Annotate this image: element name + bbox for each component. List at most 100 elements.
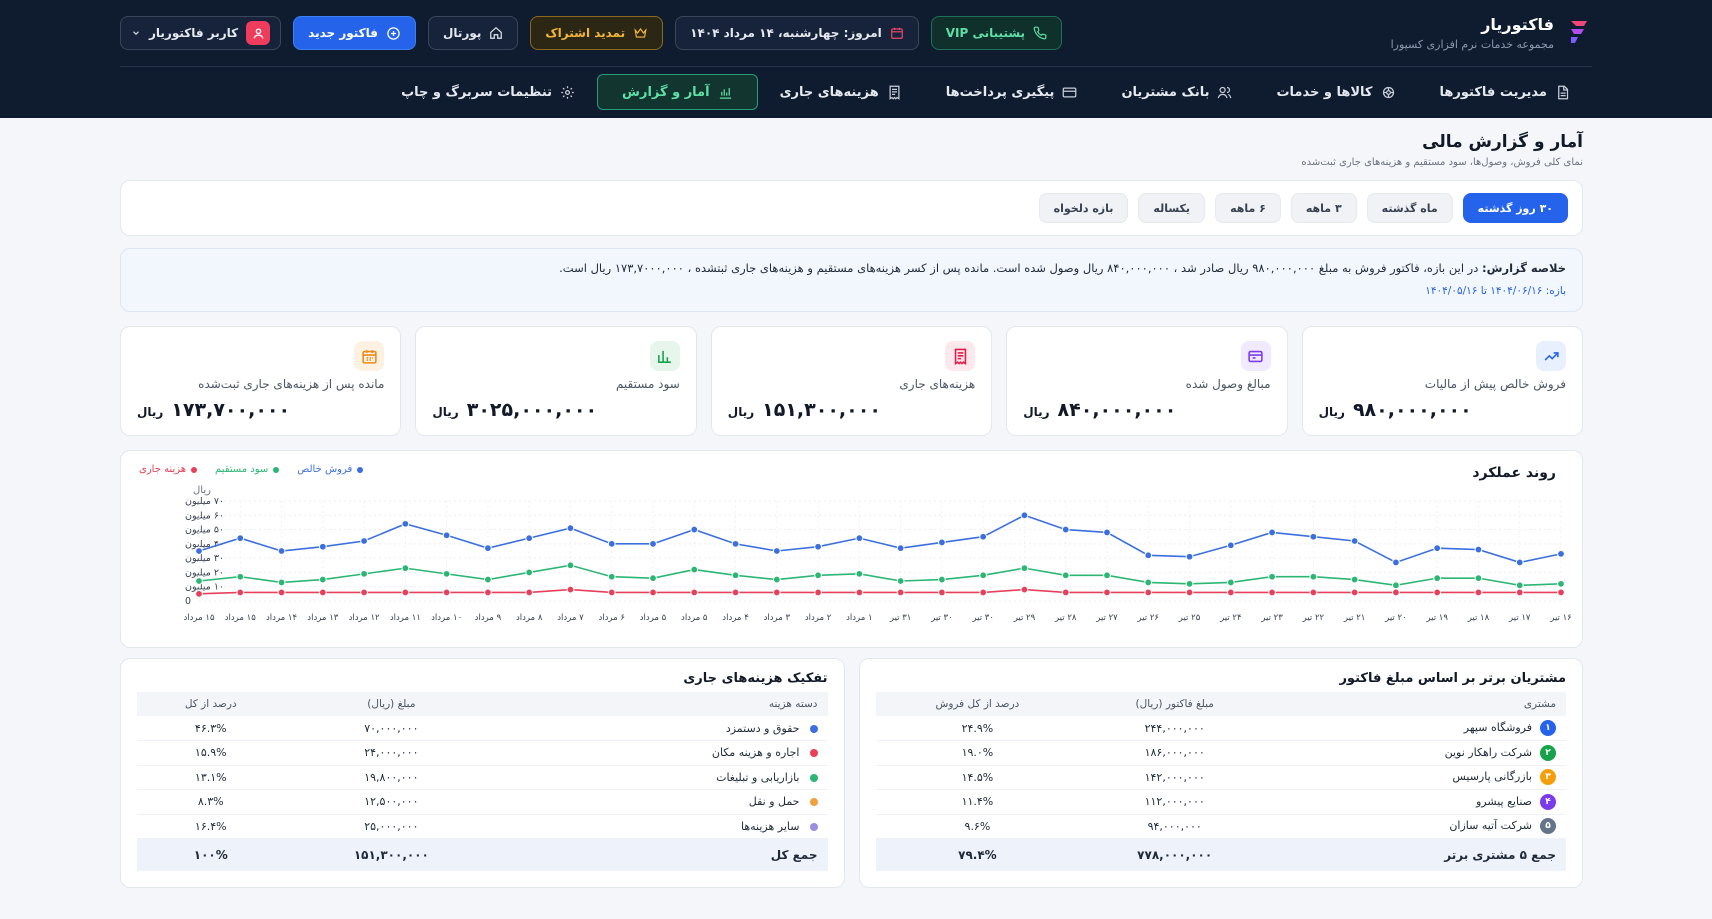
- new-invoice-button[interactable]: فاکتور جدید: [293, 16, 417, 50]
- filter-button-5[interactable]: بازه دلخواه: [1038, 193, 1129, 223]
- nav-item-4[interactable]: هزینه‌های جاری: [758, 74, 924, 110]
- x-tick-label: ۱۵ مرداد: [183, 613, 214, 623]
- table-row[interactable]: اجاره و هزینه مکان ۲۴,۰۰۰,۰۰۰ ۱۵.۹%: [137, 740, 828, 766]
- users-icon: [1218, 86, 1232, 98]
- nav-item-6[interactable]: تنظیمات سربرگ و چاپ: [379, 74, 597, 110]
- crown-icon: [634, 27, 647, 38]
- row-name: حمل و نقل: [748, 795, 800, 809]
- table-row[interactable]: حمل و نقل ۱۲,۵۰۰,۰۰۰ ۸.۳%: [137, 789, 828, 815]
- legend-direct-profit[interactable]: سود مستقیم: [215, 464, 280, 475]
- table-row[interactable]: ۱ فروشگاه سپهر ۲۴۴,۰۰۰,۰۰۰ ۲۴.۹%: [875, 716, 1566, 741]
- table-row[interactable]: سایر هزینه‌ها ۲۵,۰۰۰,۰۰۰ ۱۶.۴%: [137, 814, 828, 839]
- nav-item-label: پیگیری پرداخت‌ها: [945, 84, 1055, 100]
- series-point-1: [1433, 574, 1442, 583]
- y-tick-label: ۴۰ میلیون: [185, 539, 224, 550]
- series-point-0: [1309, 532, 1318, 541]
- row-name: شرکت آتیه سازان: [1449, 819, 1532, 833]
- nav-item-1[interactable]: کالاها و خدمات: [1254, 74, 1417, 110]
- table-row[interactable]: ۴ صنایع پیشرو ۱۱۲,۰۰۰,۰۰۰ ۱۱.۴%: [875, 789, 1566, 815]
- user-menu-button[interactable]: کاربر فاکتوریار: [120, 16, 282, 50]
- series-point-0: [731, 539, 740, 548]
- series-point-2: [360, 588, 368, 597]
- phone-icon: [1033, 26, 1047, 40]
- x-tick-label: ۲۸ تیر: [1054, 613, 1077, 623]
- table-row[interactable]: ۵ شرکت آتیه سازان ۹۴,۰۰۰,۰۰۰ ۹.۶%: [875, 814, 1566, 839]
- nav-item-label: هزینه‌های جاری: [779, 84, 879, 100]
- kpi-unit: ریال: [136, 405, 164, 419]
- legend-label: سود مستقیم: [215, 464, 269, 475]
- series-point-0: [1392, 558, 1400, 567]
- x-tick-label: ۱۳ مرداد: [307, 613, 338, 623]
- x-tick-label: ۳۰ تیر: [930, 613, 952, 623]
- series-point-2: [1350, 588, 1359, 597]
- nav-item-5[interactable]: آمار و گزارش: [597, 74, 758, 110]
- legend-current-expense[interactable]: هزینه جاری: [139, 464, 198, 475]
- x-tick-label: ۱۰ مرداد: [431, 613, 462, 623]
- nav-item-2[interactable]: بانک مشتریان: [1099, 74, 1254, 110]
- y-tick-label: ۱۰ میلیون: [185, 582, 224, 593]
- x-tick-label: ۲۳ تیر: [1260, 613, 1283, 623]
- nav-item-0[interactable]: مدیریت فاکتورها: [1418, 74, 1593, 110]
- series-point-1: [649, 574, 657, 583]
- y-tick-label: ۳۰ میلیون: [185, 553, 224, 564]
- table-total-row: جمع ۵ مشتری برتر ۷۷۸,۰۰۰,۰۰۰ ۷۹.۴%: [875, 838, 1566, 871]
- filter-button-0[interactable]: ۳۰ روز گذشته: [1462, 193, 1568, 223]
- table-row[interactable]: حقوق و دستمزد ۷۰,۰۰۰,۰۰۰ ۴۶.۳%: [137, 716, 828, 741]
- kpi-value: ریال ۸۴۰,۰۰۰,۰۰۰: [1023, 399, 1270, 421]
- category-color-dot: [809, 822, 818, 831]
- filter-button-4[interactable]: یکساله: [1138, 193, 1206, 223]
- document-icon: [1558, 85, 1569, 99]
- series-point-1: [566, 561, 575, 570]
- brand[interactable]: فاکتوریار مجموعه خدمات نرم افزاری کسپورا: [1391, 15, 1592, 51]
- series-point-1: [401, 564, 410, 573]
- cell-percent: ۲۴.۹%: [875, 716, 1080, 741]
- series-point-2: [731, 588, 740, 597]
- expense-breakdown-card: تفکیک هزینه‌های جاری دسته هزینه مبلغ (ری…: [120, 658, 845, 888]
- renew-subscription-button[interactable]: تمدید اشتراک: [530, 16, 664, 50]
- x-tick-label: ۱۴ مرداد: [266, 613, 297, 623]
- series-point-2: [1268, 588, 1276, 597]
- kpi-value: ریال ۳۰۲۵,۰۰۰,۰۰۰: [432, 399, 679, 421]
- nav-item-3[interactable]: پیگیری پرداخت‌ها: [924, 74, 1100, 110]
- series-point-1: [525, 568, 534, 577]
- total-percent: ۱۰۰%: [137, 838, 285, 871]
- table-row[interactable]: ۲ شرکت راهکار نوین ۱۸۶,۰۰۰,۰۰۰ ۱۹.۰%: [875, 740, 1566, 766]
- series-point-0: [814, 542, 822, 551]
- series-point-2: [1474, 588, 1483, 597]
- cell-percent: ۱۳.۱%: [137, 765, 285, 790]
- table-row[interactable]: ۳ بازرگانی پارسیس ۱۴۲,۰۰۰,۰۰۰ ۱۴.۵%: [875, 765, 1566, 790]
- table-row[interactable]: بازاریابی و تبلیغات ۱۹,۸۰۰,۰۰۰ ۱۳.۱%: [137, 765, 828, 790]
- kpi-card-1: مبالغ وصول شده ریال ۸۴۰,۰۰۰,۰۰۰: [1006, 326, 1288, 436]
- chart-icon: [719, 87, 731, 99]
- series-point-0: [938, 538, 946, 547]
- vip-support-button[interactable]: پشتیبانی VIP: [930, 16, 1063, 50]
- gear-icon: [561, 85, 574, 99]
- renew-subscription-label: تمدید اشتراک: [545, 26, 626, 40]
- summary-body: در این بازه، فاکتور فروش به مبلغ ۹۸۰,۰۰۰…: [559, 261, 1479, 275]
- series-point-2: [649, 588, 657, 597]
- filter-button-1[interactable]: ماه گذشته: [1366, 193, 1453, 223]
- series-point-1: [1268, 572, 1276, 581]
- series-point-2: [484, 588, 492, 597]
- x-tick-label: ۲۰ تیر: [1384, 613, 1406, 623]
- row-name: شرکت راهکار نوین: [1444, 745, 1532, 759]
- filter-button-3[interactable]: ۶ ماهه: [1215, 193, 1281, 223]
- legend-net-sales[interactable]: فروش خالص: [297, 464, 364, 475]
- kpi-unit: ریال: [1023, 405, 1050, 419]
- portal-button[interactable]: پورتال: [428, 16, 519, 50]
- filter-button-2[interactable]: ۳ ماهه: [1290, 193, 1357, 223]
- x-tick-label: ۵ مرداد: [640, 613, 667, 623]
- series-point-1: [1185, 579, 1194, 588]
- kpi-number: ۱۷۳,۷۰۰,۰۰۰: [171, 399, 291, 421]
- total-label: جمع ۵ مشتری برتر: [1270, 838, 1566, 871]
- kpi-card-3: سود مستقیم ریال ۳۰۲۵,۰۰۰,۰۰۰: [415, 326, 697, 436]
- series-point-0: [1020, 511, 1029, 520]
- series-point-1: [855, 569, 864, 578]
- series-point-0: [690, 525, 699, 534]
- series-point-0: [1474, 545, 1483, 554]
- x-tick-label: ۲ مرداد: [805, 613, 832, 623]
- cell-amount: ۱۹,۸۰۰,۰۰۰: [284, 765, 499, 790]
- cell-name: ۱ فروشگاه سپهر: [1270, 716, 1566, 741]
- cell-amount: ۲۴,۰۰۰,۰۰۰: [284, 740, 499, 766]
- cell-percent: ۱۱.۴%: [875, 789, 1080, 815]
